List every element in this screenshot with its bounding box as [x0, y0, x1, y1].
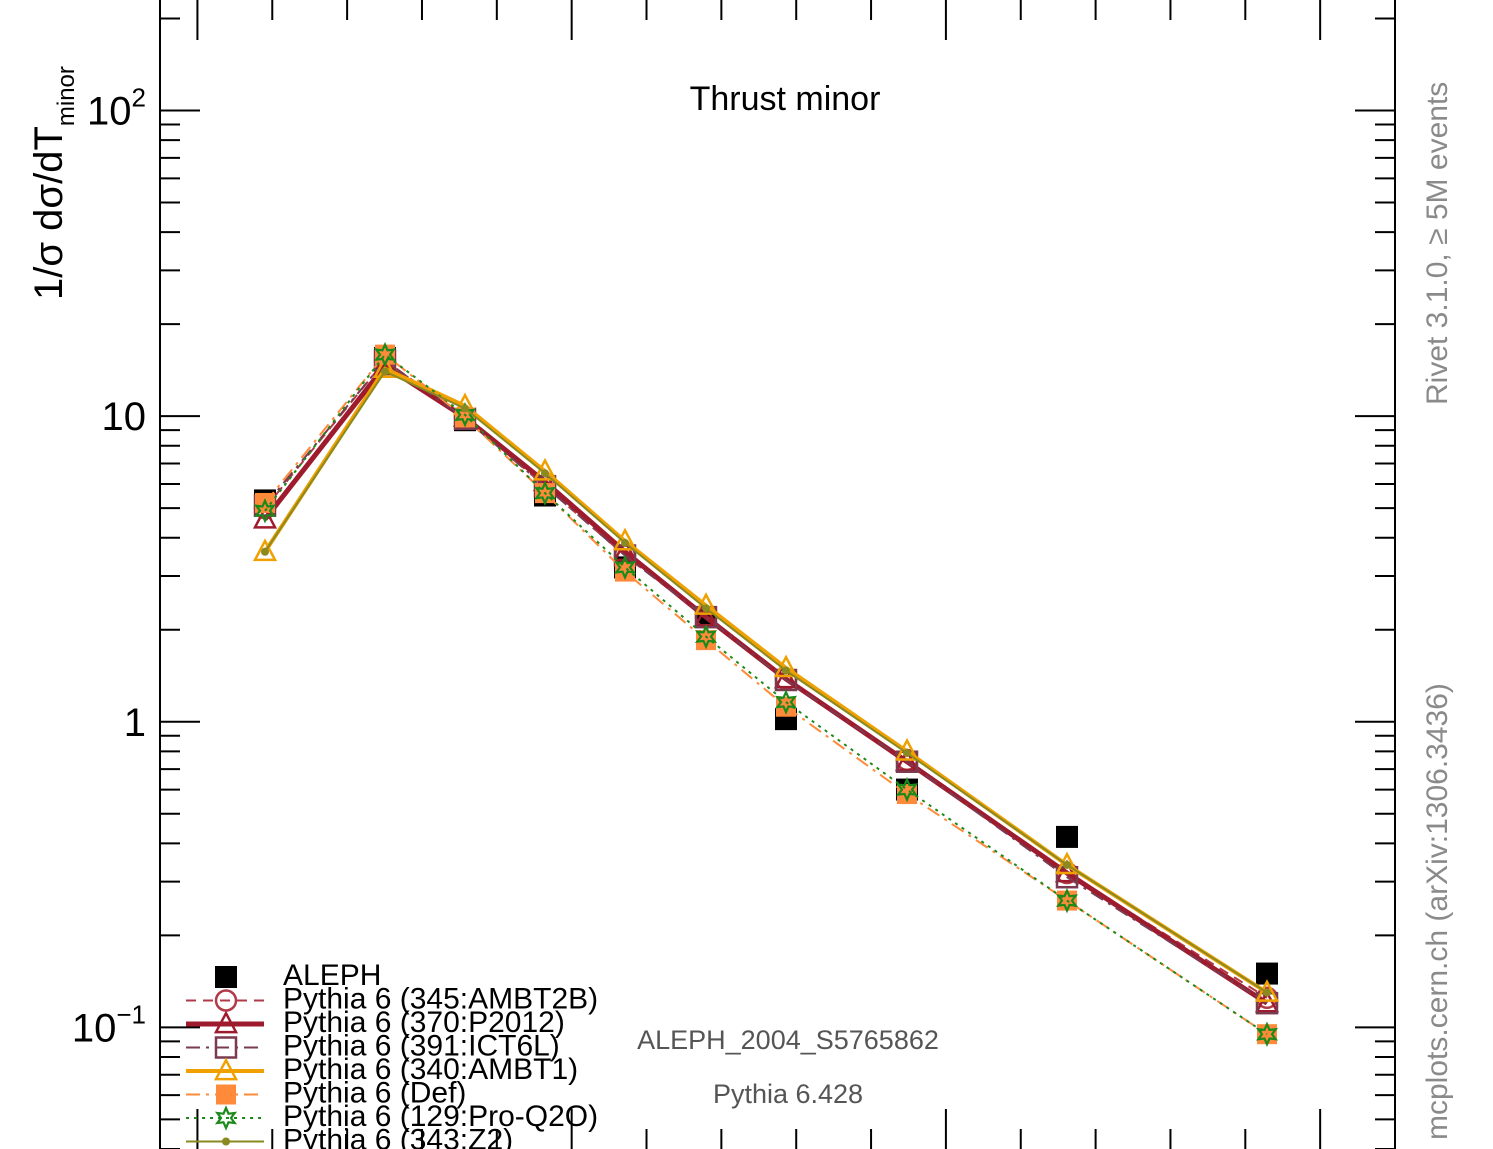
series-line	[264, 353, 1268, 1036]
data-point	[774, 689, 798, 715]
data-point	[621, 538, 629, 547]
data-point	[694, 623, 718, 650]
data-point	[1254, 979, 1280, 1002]
data-point	[613, 554, 637, 581]
legend-marker	[222, 1137, 230, 1146]
y-tick-label-base: 10	[87, 90, 132, 134]
legend-marker	[214, 1105, 238, 1131]
legend-marker	[214, 989, 238, 1012]
series-line	[264, 353, 1268, 1036]
legend-label: Pythia 6 (340:AMBT1)	[283, 1053, 578, 1086]
legend-marker	[215, 966, 237, 988]
y-tick-label-base: 10	[72, 1006, 117, 1050]
legend-entry: Pythia 6 (391:ICT6L)	[186, 1030, 560, 1063]
data-point	[782, 666, 790, 675]
data-point	[1256, 962, 1278, 985]
series-line	[264, 359, 1268, 999]
series-7	[261, 367, 1271, 997]
data-point	[453, 402, 477, 428]
legend-entry: Pythia 6 (340:AMBT1)	[186, 1053, 578, 1086]
data-point	[903, 749, 911, 758]
y-axis-label-subscript: minor	[53, 66, 80, 126]
y-axis-label: 1/σ dσ/dTminor	[27, 66, 80, 300]
legend-label: Pythia 6 (Def)	[283, 1077, 466, 1110]
data-point	[1263, 988, 1271, 997]
data-point	[1255, 1021, 1279, 1047]
rivet-version-label: Rivet 3.1.0, ≥ 5M events	[1421, 82, 1454, 405]
legend-label: Pythia 6 (345:AMBT2B)	[283, 983, 598, 1016]
legend-label: Pythia 6 (370:P2012)	[283, 1006, 565, 1039]
y-tick-label: 10	[102, 395, 147, 439]
series-line	[264, 370, 1268, 994]
series-line	[263, 362, 1269, 1006]
legend-label: ALEPH	[283, 959, 381, 992]
legend-marker	[213, 1057, 239, 1081]
data-point	[252, 505, 278, 529]
data-point	[252, 538, 278, 562]
y-axis-label-main: 1/σ dσ/dT	[27, 126, 71, 300]
legend-entry: Pythia 6 (343:Z2)	[186, 1124, 513, 1149]
y-tick-label-base: 10	[102, 395, 147, 439]
data-point	[261, 547, 269, 556]
series-6	[253, 341, 1279, 1047]
legend-entry: Pythia 6 (370:P2012)	[186, 1006, 565, 1039]
mcplots-source-label: mcplots.cern.ch (arXiv:1306.3436)	[1421, 683, 1454, 1140]
data-point	[381, 367, 389, 376]
generator-version-label: Pythia 6.428	[713, 1079, 863, 1109]
chart-title: Thrust minor	[690, 80, 881, 118]
y-tick-label: 1	[124, 701, 146, 745]
data-point	[1054, 859, 1080, 883]
legend-label: Pythia 6 (391:ICT6L)	[283, 1030, 560, 1063]
legend-entry: Pythia 6 (345:AMBT2B)	[186, 983, 598, 1016]
y-tick-label-exponent: 2	[132, 83, 146, 113]
y-tick-label: 10−1	[72, 999, 146, 1050]
analysis-id-label: ALEPH_2004_S5765862	[637, 1025, 939, 1055]
data-point	[373, 341, 397, 368]
legend-entry: ALEPH	[215, 959, 381, 992]
plot-frame	[159, 0, 1396, 1149]
series-3	[253, 349, 1279, 1015]
legend-marker	[214, 1036, 238, 1059]
series-5	[255, 344, 1277, 1045]
series-line	[263, 366, 1269, 995]
data-point	[1063, 860, 1071, 869]
data-point	[773, 665, 799, 689]
data-point	[372, 355, 398, 379]
legend-label: Pythia 6 (343:Z2)	[283, 1124, 513, 1149]
data-point	[375, 344, 395, 365]
data-point	[533, 480, 557, 506]
legend-marker	[216, 1084, 236, 1105]
data-point	[1056, 825, 1078, 848]
data-point	[541, 469, 549, 478]
series-4	[252, 355, 1280, 1002]
data-point	[702, 604, 710, 613]
y-tick-label-exponent: −1	[116, 999, 146, 1029]
data-point	[1055, 887, 1079, 914]
data-point	[461, 404, 469, 413]
series-layer	[252, 341, 1280, 1047]
legend-entry: Pythia 6 (129:Pro-Q2O)	[186, 1100, 598, 1133]
data-point	[1054, 851, 1080, 875]
data-point	[895, 776, 919, 803]
legend-entry: Pythia 6 (Def)	[186, 1077, 466, 1110]
legend-label: Pythia 6 (129:Pro-Q2O)	[283, 1100, 598, 1133]
y-tick-label-base: 1	[124, 701, 146, 745]
legend-marker	[213, 1010, 239, 1034]
data-point	[253, 498, 277, 524]
y-tick-label: 102	[87, 83, 146, 134]
